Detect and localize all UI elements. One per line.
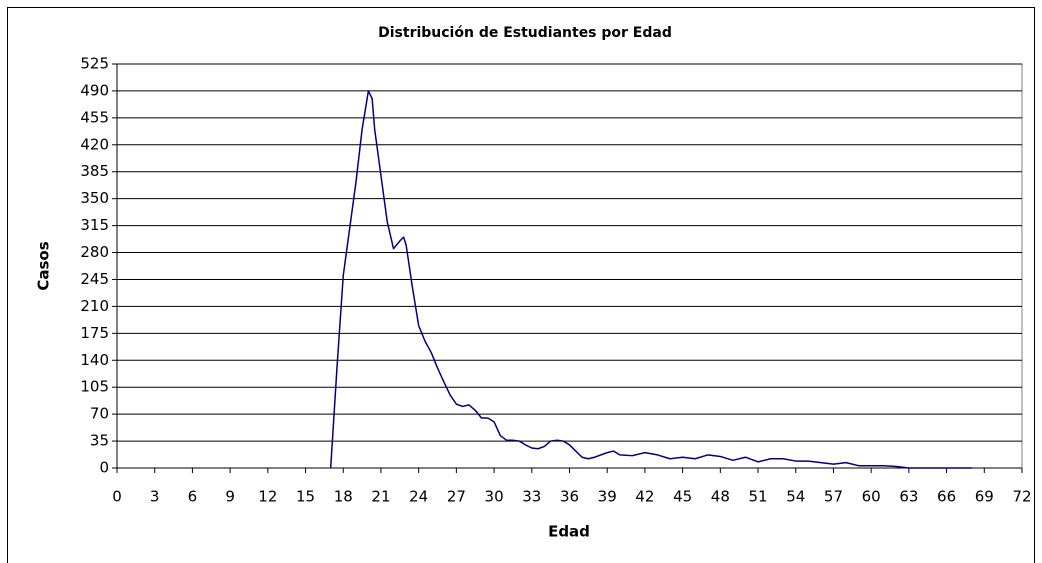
x-tick-label: 21 <box>371 488 390 506</box>
x-tick-label: 15 <box>296 488 315 506</box>
x-tick-label: 0 <box>112 488 122 506</box>
y-tick-label: 245 <box>80 270 109 288</box>
y-tick-label: 35 <box>90 432 109 450</box>
y-tick-label: 455 <box>80 108 109 126</box>
y-tick-label: 105 <box>80 378 109 396</box>
y-tick-label: 280 <box>80 243 109 261</box>
x-tick-label: 6 <box>188 488 198 506</box>
x-tick-label: 72 <box>1012 488 1031 506</box>
x-tick-label: 12 <box>258 488 277 506</box>
y-tick-label: 385 <box>80 162 109 180</box>
chart-title: Distribución de Estudiantes por Edad <box>378 25 672 41</box>
y-tick-label: 525 <box>80 55 109 73</box>
y-tick-label: 490 <box>80 81 109 99</box>
y-tick-label: 420 <box>80 135 109 153</box>
x-tick-label: 48 <box>711 488 730 506</box>
x-tick-label: 63 <box>899 488 918 506</box>
plot-area <box>116 63 1023 469</box>
x-tick-label: 27 <box>447 488 466 506</box>
x-tick-label: 45 <box>673 488 692 506</box>
y-axis-label: Casos <box>35 241 53 290</box>
x-tick-label: 24 <box>409 488 428 506</box>
x-tick-label: 57 <box>824 488 843 506</box>
x-tick-label: 60 <box>862 488 881 506</box>
x-tick-label: 9 <box>225 488 235 506</box>
x-axis-label: Edad <box>548 523 590 541</box>
x-tick-label: 36 <box>560 488 579 506</box>
x-tick-label: 30 <box>485 488 504 506</box>
x-tick-label: 66 <box>937 488 956 506</box>
y-tick-label: 140 <box>80 351 109 369</box>
x-tick-label: 18 <box>334 488 353 506</box>
y-tick-label: 175 <box>80 324 109 342</box>
data-line <box>329 90 972 469</box>
y-tick-label: 315 <box>80 216 109 234</box>
y-tick-label: 350 <box>80 189 109 207</box>
y-tick-label: 210 <box>80 297 109 315</box>
x-tick-label: 42 <box>635 488 654 506</box>
x-tick-label: 54 <box>786 488 805 506</box>
x-tick-label: 51 <box>748 488 767 506</box>
x-tick-label: 69 <box>975 488 994 506</box>
x-tick-label: 33 <box>522 488 541 506</box>
x-tick-label: 3 <box>150 488 160 506</box>
y-tick-label: 70 <box>90 405 109 423</box>
x-tick-label: 39 <box>598 488 617 506</box>
y-tick-label: 0 <box>99 459 109 477</box>
